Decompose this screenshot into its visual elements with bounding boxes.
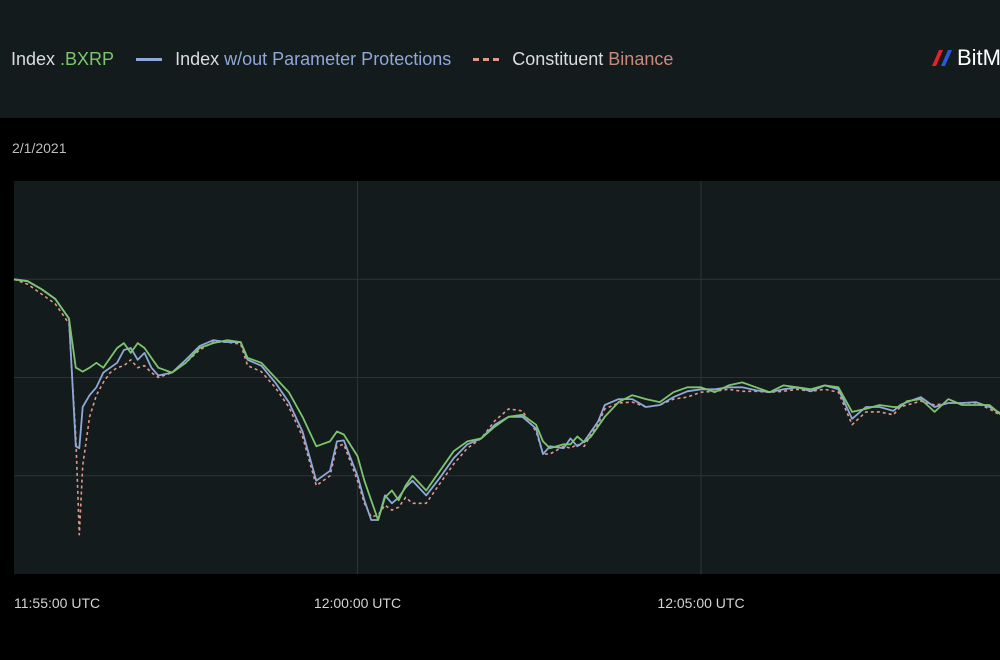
legend-dashed-line-icon — [473, 57, 500, 61]
series-line-2 — [13, 278, 1000, 536]
chart-legend: Index .BXRP Index w/out Parameter Protec… — [11, 47, 695, 71]
x-tick-label: 12:05:00 UTC — [657, 595, 744, 611]
legend-name: Index — [175, 48, 220, 69]
chart-header — [0, 0, 1000, 118]
legend-item-binance: Constituent Binance — [473, 49, 673, 70]
brand-logo: BitMEX — [930, 44, 1000, 72]
grid — [14, 181, 1000, 574]
legend-suffix-unprotected: w/out Parameter Protections — [224, 48, 452, 69]
legend-name: Index — [11, 48, 56, 69]
x-tick-label: 12:00:00 UTC — [314, 595, 401, 611]
legend-suffix-bxrp: .BXRP — [60, 48, 115, 69]
brand-name: BitMEX — [957, 45, 1000, 70]
legend-suffix-binance: Binance — [608, 48, 674, 69]
x-tick-label: 11:55:00 UTC — [14, 595, 100, 611]
chart-date: 2/1/2021 — [12, 140, 67, 156]
legend-solid-line-icon — [136, 57, 163, 61]
legend-item-unprotected: Index w/out Parameter Protections — [136, 49, 451, 70]
bitmex-logo-icon — [932, 50, 952, 66]
series-line-0 — [13, 278, 1000, 521]
legend-item-bxrp: Index .BXRP — [11, 49, 114, 70]
series-layer — [13, 278, 1000, 536]
legend-name: Constituent — [512, 48, 604, 69]
